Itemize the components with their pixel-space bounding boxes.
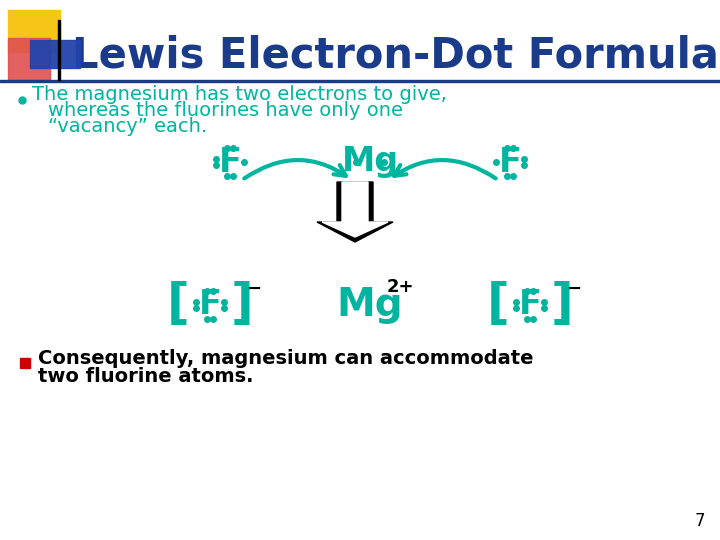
Text: ]: ] xyxy=(551,281,573,329)
Polygon shape xyxy=(322,182,388,237)
Polygon shape xyxy=(317,182,393,242)
Bar xyxy=(20,358,30,368)
Text: F: F xyxy=(219,145,241,179)
Text: whereas the fluorines have only one: whereas the fluorines have only one xyxy=(48,102,403,120)
Text: Mg: Mg xyxy=(337,286,403,324)
Text: “vacancy” each.: “vacancy” each. xyxy=(48,118,207,137)
Text: The magnesium has two electrons to give,: The magnesium has two electrons to give, xyxy=(32,85,447,105)
Bar xyxy=(8,10,60,52)
Bar xyxy=(8,38,50,80)
Bar xyxy=(30,40,80,68)
Text: ]: ] xyxy=(230,281,253,329)
Bar xyxy=(0,79,720,82)
Bar xyxy=(58,20,60,80)
Text: [: [ xyxy=(487,281,510,329)
Text: −: − xyxy=(246,280,261,298)
Text: two fluorine atoms.: two fluorine atoms. xyxy=(38,367,253,386)
Text: −: − xyxy=(567,280,582,298)
Text: F: F xyxy=(498,145,521,179)
Text: Mg: Mg xyxy=(341,145,399,179)
Text: F: F xyxy=(518,288,541,321)
Text: [: [ xyxy=(166,281,189,329)
Text: Consequently, magnesium can accommodate: Consequently, magnesium can accommodate xyxy=(38,349,534,368)
Text: Lewis Electron-Dot Formulas: Lewis Electron-Dot Formulas xyxy=(72,35,720,77)
Text: F: F xyxy=(199,288,222,321)
Text: 7: 7 xyxy=(695,512,705,530)
Text: 2+: 2+ xyxy=(386,278,414,296)
